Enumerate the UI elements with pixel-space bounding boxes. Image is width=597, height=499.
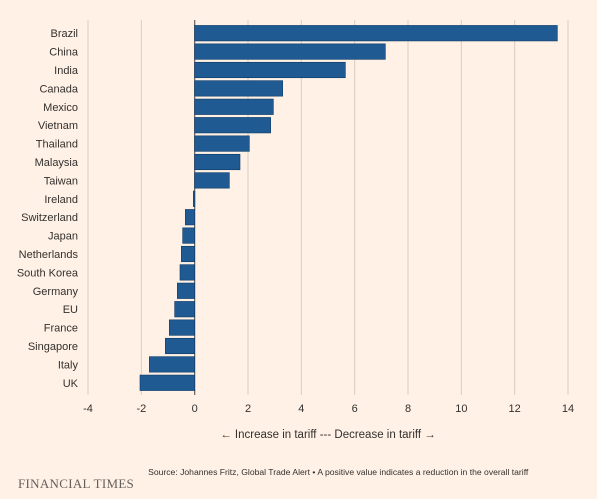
bar-germany <box>177 282 195 299</box>
category-label: Thailand <box>36 139 78 151</box>
bar-vietnam <box>194 117 271 134</box>
x-tick-label: -2 <box>136 403 146 415</box>
x-tick-label: 14 <box>562 403 574 415</box>
category-label: France <box>44 323 78 335</box>
x-tick-label: -4 <box>83 403 93 415</box>
bar-ireland <box>193 190 196 207</box>
ft-logo: FINANCIAL TIMES <box>18 476 135 491</box>
bar-brazil <box>194 25 558 42</box>
source-note: Source: Johannes Fritz, Global Trade Ale… <box>148 467 529 477</box>
bar-taiwan <box>194 172 230 189</box>
category-label: Netherlands <box>19 249 79 261</box>
footer: FINANCIAL TIMES Source: Johannes Fritz, … <box>18 467 588 492</box>
category-label: China <box>49 47 79 59</box>
bars <box>139 25 558 391</box>
bar-south-korea <box>179 264 195 281</box>
bar-eu <box>174 301 195 318</box>
category-label: Mexico <box>43 102 78 114</box>
bar-uk <box>139 374 195 391</box>
x-tick-label: 8 <box>405 403 411 415</box>
category-label: Vietnam <box>38 120 78 132</box>
category-label: Brazil <box>50 28 78 40</box>
bar-italy <box>149 356 195 373</box>
bar-france <box>169 319 195 336</box>
x-axis-label: ← Increase in tariff --- Decrease in tar… <box>220 429 436 441</box>
category-label: Japan <box>48 231 78 243</box>
category-labels: Brazil China India Canada Mexico Vietnam Thail… <box>17 28 79 390</box>
x-tick-label: 4 <box>298 403 304 415</box>
x-tick-label: 12 <box>509 403 521 415</box>
x-tick-labels: -4 -2 0 2 4 6 8 10 12 14 <box>83 403 574 415</box>
x-tick-label: 2 <box>245 403 251 415</box>
x-tick-label: 0 <box>192 403 198 415</box>
x-tick-label: 10 <box>455 403 467 415</box>
category-label: India <box>54 65 79 77</box>
category-label: EU <box>63 304 78 316</box>
bar-mexico <box>194 98 274 115</box>
x-tick-label: 6 <box>352 403 358 415</box>
bar-china <box>194 43 386 60</box>
category-label: Ireland <box>44 194 78 206</box>
bar-chart: Brazil China India Canada Mexico Vietnam Thail… <box>17 20 574 441</box>
category-label: Singapore <box>28 341 78 353</box>
bar-india <box>194 61 346 79</box>
category-label: Taiwan <box>44 175 78 187</box>
category-label: Switzerland <box>21 212 78 224</box>
category-label: UK <box>63 378 79 390</box>
category-label: Germany <box>33 286 79 298</box>
bar-singapore <box>165 337 195 355</box>
bar-japan <box>182 227 195 244</box>
bar-switzerland <box>185 209 195 226</box>
category-label: Italy <box>58 359 79 371</box>
bar-thailand <box>194 135 250 152</box>
category-label: South Korea <box>17 267 79 279</box>
category-label: Canada <box>39 83 78 95</box>
category-label: Malaysia <box>35 157 79 169</box>
bar-canada <box>194 80 283 97</box>
bar-netherlands <box>181 245 195 263</box>
bar-malaysia <box>194 153 241 171</box>
